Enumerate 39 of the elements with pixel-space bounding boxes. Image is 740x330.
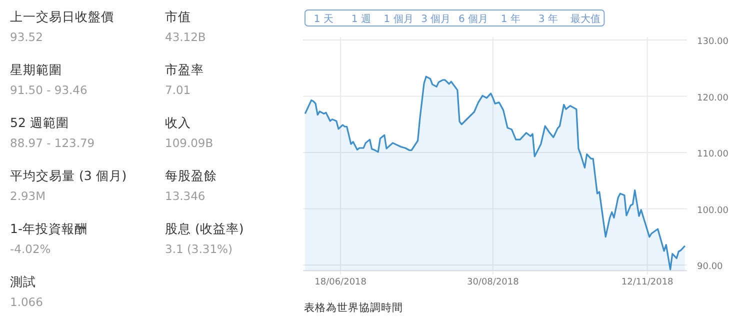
text: 收入 [165, 115, 191, 130]
y-tick-label: 110.00 [697, 150, 729, 160]
text: 股息 (收益率) [165, 221, 244, 236]
text: 43.12B [165, 30, 206, 44]
x-tick-label: 30/08/2018 [466, 278, 520, 288]
y-tick-label: 90.00 [697, 262, 724, 272]
text: 6 個月 [458, 14, 488, 25]
x-tick-label: 18/06/2018 [314, 278, 367, 288]
text: 星期範圍 [10, 62, 62, 77]
y-tick-label: 120.00 [697, 93, 729, 104]
text: 52 週範圍 [10, 115, 69, 130]
text: 每股盈餘 [165, 168, 217, 183]
text: 測試 [10, 274, 36, 289]
text: 3 個月 [421, 14, 451, 25]
text: 最大值 [570, 13, 600, 25]
text: 表格為世界協調時間 [304, 301, 403, 314]
y-tick-label: 100.00 [697, 206, 729, 216]
text: 1-年投資報酬 [10, 221, 88, 236]
text: 1 個月 [384, 14, 414, 25]
text: 2.93M [10, 189, 46, 203]
y-tick-label: 130.00 [697, 37, 729, 47]
text: 上一交易日收盤價 [10, 9, 114, 24]
text: 1 年 [500, 13, 520, 25]
text: 7.01 [165, 83, 191, 97]
x-tick-label: 12/11/2018 [621, 278, 674, 288]
text: 3.1 (3.31%) [165, 242, 232, 256]
text: 109.09B [165, 136, 214, 150]
text: 平均交易量 (3 個月) [10, 168, 127, 183]
text: 3 年 [538, 13, 558, 25]
text: 88.97 - 123.79 [10, 136, 95, 150]
text: 13.346 [165, 189, 206, 203]
text: 91.50 - 93.46 [10, 83, 88, 97]
text: 市值 [165, 9, 191, 24]
text: 市盈率 [165, 62, 204, 77]
text: 1 週 [351, 14, 371, 25]
text: 1 天 [314, 14, 334, 25]
text: 1.066 [10, 295, 43, 309]
text: 93.52 [10, 30, 43, 44]
text: -4.02% [10, 242, 51, 256]
